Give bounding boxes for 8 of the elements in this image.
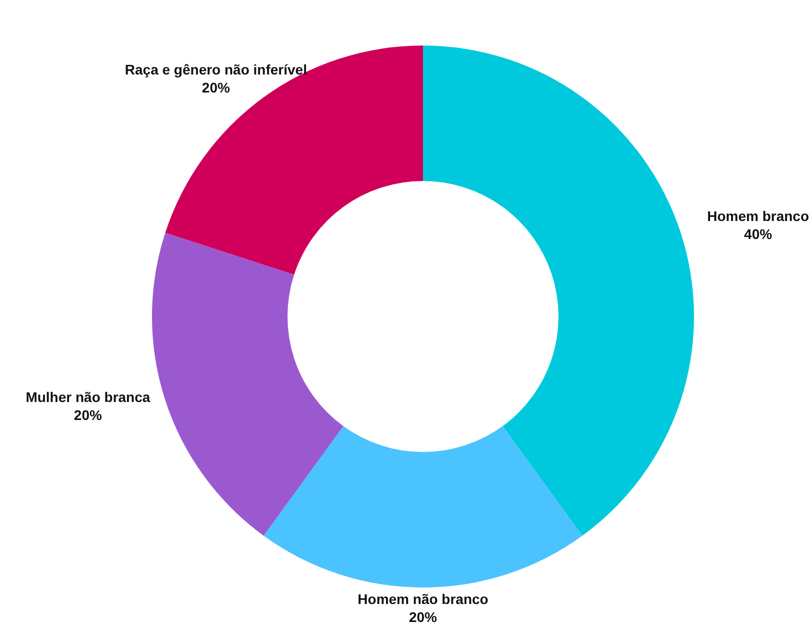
slice-label: Mulher não branca [26,388,150,405]
slice-label: Raça e gênero não inferível [124,62,307,78]
data-label: 20% [202,80,230,96]
data-label: 40% [744,226,773,242]
slice-label: Homem não branco [358,591,488,608]
slice-label: Homem branco [707,208,810,224]
data-label: 20% [74,406,102,423]
data-label: 20% [408,609,438,626]
